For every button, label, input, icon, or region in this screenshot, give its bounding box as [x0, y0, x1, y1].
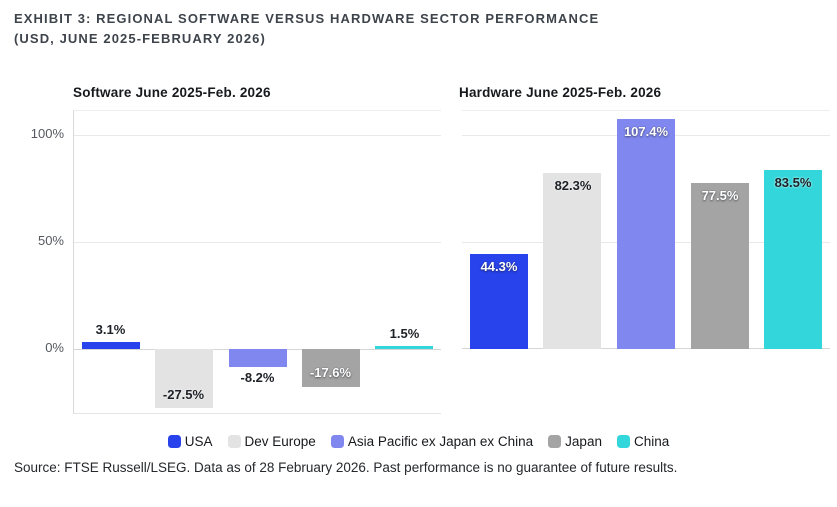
legend-label-china: China [633, 433, 670, 449]
legend-swatch-asia-pacific-ex-japan-ex-china [330, 434, 344, 448]
hardware-chart-title: Hardware June 2025-Feb. 2026 [459, 85, 662, 100]
bar-japan [691, 183, 749, 349]
bar-usa [82, 342, 140, 349]
value-label-china: 1.5% [389, 326, 420, 341]
hardware-chart-plot: 44.3% 82.3% 107.4% 77.5% 83.5% [462, 110, 830, 349]
y-axis-tick-50: 50% [37, 233, 64, 248]
legend-label-dev-europe: Dev Europe [244, 433, 316, 449]
software-chart-plot: 3.1% -27.5% -8.2% -17.6% 1.5% [73, 110, 441, 414]
legend-item-japan: Japan [548, 434, 602, 449]
exhibit-title-line-1: EXHIBIT 3: REGIONAL SOFTWARE VERSUS HARD… [14, 11, 600, 26]
bar-asia-pacific-ex-japan-ex-china [229, 349, 287, 367]
legend-label-asia-pacific-ex-japan-ex-china: Asia Pacific ex Japan ex China [347, 433, 534, 449]
bar-china [375, 346, 433, 349]
bar-asia-pacific-ex-japan-ex-china [617, 119, 675, 349]
bar-china [764, 170, 822, 349]
source-note: Source: FTSE Russell/LSEG. Data as of 28… [14, 460, 678, 475]
value-label-japan: -17.6% [309, 365, 352, 380]
value-label-asia-pacific-ex-japan-ex-china: 107.4% [623, 124, 669, 139]
bar-usa [470, 254, 528, 349]
legend-swatch-usa [167, 434, 181, 448]
bar-dev-europe [155, 349, 213, 408]
value-label-japan: 77.5% [701, 188, 739, 203]
gridline-50 [74, 242, 441, 243]
value-label-usa: 3.1% [95, 322, 126, 337]
legend-swatch-dev-europe [227, 434, 241, 448]
exhibit-title-line-2: (USD, JUNE 2025-FEBRUARY 2026) [14, 31, 266, 46]
chart-legend: USA Dev Europe Asia Pacific ex Japan ex Ch… [0, 430, 837, 452]
software-chart-title: Software June 2025-Feb. 2026 [73, 85, 271, 100]
exhibit-header: EXHIBIT 3: REGIONAL SOFTWARE VERSUS HARD… [14, 9, 599, 49]
value-label-china: 83.5% [774, 175, 812, 190]
legend-item-asia-pacific-ex-japan-ex-china: Asia Pacific ex Japan ex China [330, 433, 534, 449]
legend-item-usa: USA [167, 433, 213, 449]
value-label-dev-europe: -27.5% [162, 387, 205, 402]
value-label-dev-europe: 82.3% [554, 178, 592, 193]
legend-item-china: China [616, 433, 670, 449]
legend-swatch-japan [548, 434, 562, 448]
y-axis-tick-0: 0% [45, 340, 64, 355]
bar-dev-europe [543, 173, 601, 349]
value-label-asia-pacific-ex-japan-ex-china: -8.2% [240, 370, 275, 385]
bar-japan [302, 349, 360, 387]
legend-label-usa: USA [184, 433, 213, 449]
value-label-usa: 44.3% [480, 259, 518, 274]
legend-swatch-china [616, 434, 630, 448]
gridline-100 [74, 135, 441, 136]
legend-label-japan: Japan [565, 433, 602, 449]
legend-item-dev-europe: Dev Europe [227, 433, 316, 449]
y-axis-tick-100: 100% [30, 126, 64, 141]
